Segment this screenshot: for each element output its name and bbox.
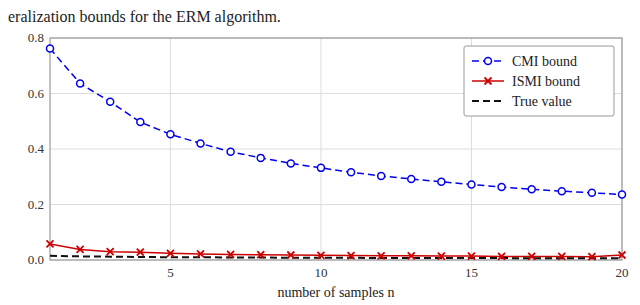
point bbox=[77, 246, 84, 253]
point bbox=[227, 251, 234, 258]
legend-box bbox=[464, 46, 614, 116]
legend-label: True value bbox=[512, 94, 572, 109]
x-tick-label: 15 bbox=[465, 265, 478, 280]
lines bbox=[50, 49, 622, 259]
point bbox=[438, 253, 445, 260]
y-tick-label: 0.2 bbox=[28, 197, 44, 212]
point bbox=[287, 160, 294, 167]
y-tick-label: 0.4 bbox=[28, 141, 45, 156]
chart: eralization bounds for the ERM algorithm… bbox=[0, 0, 640, 305]
point bbox=[498, 253, 505, 260]
x-axis-label: number of samples n bbox=[277, 285, 394, 300]
series-line bbox=[50, 244, 622, 257]
point bbox=[107, 98, 114, 105]
series-line bbox=[50, 256, 622, 258]
grid-line bbox=[50, 149, 622, 150]
grid bbox=[50, 38, 622, 260]
point bbox=[287, 252, 294, 259]
point bbox=[378, 252, 385, 259]
point bbox=[257, 154, 264, 161]
title: eralization bounds for the ERM algorithm… bbox=[8, 8, 281, 26]
point bbox=[197, 250, 204, 257]
point bbox=[348, 252, 355, 259]
x-tick-label: 5 bbox=[167, 265, 174, 280]
point bbox=[47, 45, 54, 52]
point bbox=[167, 250, 174, 257]
y-tick-label: 0.6 bbox=[28, 86, 45, 101]
point bbox=[619, 252, 626, 259]
point bbox=[619, 191, 626, 198]
point bbox=[408, 252, 415, 259]
point bbox=[468, 181, 475, 188]
point bbox=[197, 140, 204, 147]
point bbox=[227, 148, 234, 155]
point bbox=[348, 169, 355, 176]
x-tick-label: 20 bbox=[616, 265, 629, 280]
point bbox=[588, 253, 595, 260]
point bbox=[317, 252, 324, 259]
point bbox=[558, 253, 565, 260]
point bbox=[257, 251, 264, 258]
point bbox=[528, 186, 535, 193]
grid-line bbox=[50, 204, 622, 205]
y-tick-label: 0.0 bbox=[28, 252, 44, 267]
point bbox=[468, 253, 475, 260]
point bbox=[588, 189, 595, 196]
plot-frame bbox=[50, 38, 622, 260]
point bbox=[47, 240, 54, 247]
grid-line bbox=[170, 38, 171, 260]
point bbox=[107, 248, 114, 255]
y-tick-label: 0.8 bbox=[28, 30, 44, 45]
point bbox=[167, 131, 174, 138]
point bbox=[558, 188, 565, 195]
legend-label: CMI bound bbox=[512, 54, 577, 69]
point bbox=[317, 164, 324, 171]
point bbox=[137, 249, 144, 256]
grid-line bbox=[320, 38, 321, 260]
point bbox=[528, 253, 535, 260]
point bbox=[137, 119, 144, 126]
legend-marker bbox=[485, 58, 492, 65]
point bbox=[77, 80, 84, 87]
legend: CMI bound ISMI bound True value bbox=[464, 46, 614, 116]
point bbox=[378, 172, 385, 179]
legend-swatch bbox=[472, 100, 504, 102]
point bbox=[438, 178, 445, 185]
markers bbox=[47, 45, 626, 260]
legend-marker bbox=[485, 78, 492, 85]
x-tick-label: 10 bbox=[314, 265, 327, 280]
legend-label: ISMI bound bbox=[512, 74, 580, 89]
point bbox=[408, 175, 415, 182]
point bbox=[498, 184, 505, 191]
